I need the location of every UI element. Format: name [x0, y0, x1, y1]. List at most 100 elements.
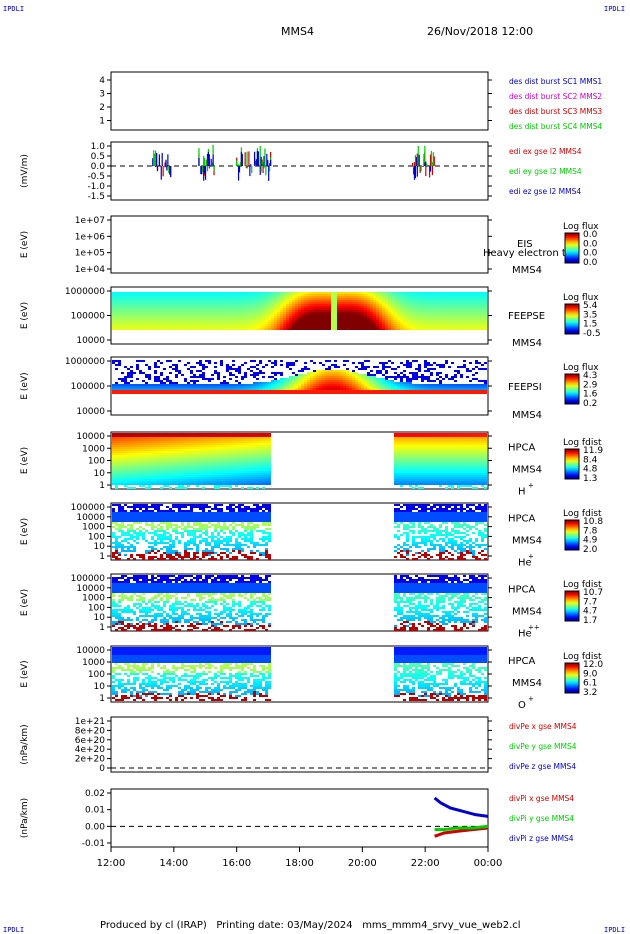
divpi-ytick-label: 0.00: [85, 822, 105, 832]
divpi-series-2: [433, 796, 489, 818]
hpca-he2-colorbar-title: Log fdist: [563, 580, 602, 590]
hpca-he1-spectrogram: [112, 504, 487, 560]
corner-mark-top-right: IPDLI: [604, 5, 626, 13]
x-axis-tick-label: 18:00: [285, 858, 314, 869]
hpca-he1-colorbar: [564, 519, 580, 551]
hpca-he2-species-label: He: [518, 629, 532, 640]
edi-ylabel: (mV/m): [20, 154, 30, 188]
hpca-o-species-label: O: [518, 700, 526, 711]
divpi-series-1: [434, 824, 489, 832]
eis-colorbar-tick: 0.0: [583, 258, 598, 268]
hpca-he2-colorbar-tick: 1.7: [583, 616, 597, 626]
hpca-h-colorbar-tick: 8.4: [583, 455, 598, 465]
hpca-he2-ytick-label: 1: [99, 623, 105, 633]
hpca-he2-ylabel: E (eV): [20, 589, 30, 616]
hpca-he1-colorbar-tick: 7.8: [583, 526, 598, 536]
hpca-he1-ylabel: E (eV): [20, 518, 30, 545]
hpca-h-colorbar-title: Log fdist: [563, 438, 602, 448]
hpca-o-ylabel: E (eV): [20, 660, 30, 687]
feeps-e-colorbar-tick: 1.5: [583, 320, 597, 330]
hpca-he1-species-label: He: [518, 558, 532, 569]
eis-ytick-label: 1e+06: [75, 232, 106, 242]
edi-ytick-label: 1.0: [91, 142, 106, 152]
hpca-o-ytick-label: 1000: [82, 658, 105, 668]
divpe-ylabel: (nPa/km): [20, 724, 30, 764]
feeps-e-colorbar-tick: -0.5: [583, 329, 601, 339]
hpca-h-ytick-label: 1000: [82, 444, 105, 454]
hpca-h-colorbar-tick: 4.8: [583, 465, 598, 475]
divpe-ytick-label: 2e+20: [75, 755, 106, 765]
footer-credit: Produced by cl (IRAP) Printing date: 03/…: [100, 920, 521, 931]
divpe-ytick-label: 0: [99, 764, 105, 774]
des-dist-burst-frame: [110, 71, 489, 131]
hpca-o-charge-label: +: [528, 695, 534, 703]
des-dist-burst-legend-entry: des dist burst SC1 MMS1: [509, 77, 602, 86]
divpi-legend-entry: divPi x gse MMS4: [509, 794, 574, 803]
edi-legend-entry: edi ex gse l2 MMS4: [509, 147, 582, 156]
edi-ytick-label: 0.5: [91, 152, 105, 162]
divpe-ytick-label: 1e+21: [75, 717, 105, 727]
spacecraft-title: MMS4: [281, 25, 314, 38]
edi-ytick-label: -1.0: [87, 182, 105, 192]
des-dist-burst-ytick-label: 2: [99, 103, 105, 113]
hpca-he2-spectrogram: [112, 575, 487, 631]
feeps-e-ytick-label: 1000000: [65, 287, 105, 297]
x-axis-tick-label: 14:00: [159, 858, 188, 869]
feeps-i-ytick-label: 100000: [71, 382, 106, 392]
feeps-i-spectrogram: [112, 360, 487, 394]
feeps-i-colorbar-tick: 0.2: [583, 399, 597, 409]
feeps-i-colorbar-tick: 4.3: [583, 371, 597, 381]
eis-ytick-label: 1e+05: [75, 249, 105, 259]
divpe-legend-entry: divPe x gse MMS4: [509, 722, 577, 731]
hpca-he1-ytick-label: 1: [99, 552, 105, 562]
divpe-legend-entry: divPe y gse MMS4: [509, 742, 577, 751]
eis-colorbar-tick: 0.0: [583, 249, 598, 259]
edi-ytick-label: -1.5: [87, 192, 105, 202]
hpca-he2-colorbar-tick: 4.7: [583, 607, 597, 617]
hpca-o-ytick-label: 100: [88, 670, 105, 680]
eis-colorbar-tick: 0.0: [583, 230, 598, 240]
hpca-he2-ytick-label: 100: [88, 603, 105, 613]
feeps-i-ytick-label: 10000: [76, 407, 105, 417]
x-axis-tick-label: 22:00: [411, 858, 440, 869]
feeps-e-ytick-label: 100000: [71, 312, 106, 322]
hpca-he2-spacecraft-label: MMS4: [512, 607, 542, 618]
edi-legend-entry: edi ey gse l2 MMS4: [509, 167, 582, 176]
eis-colorbar-tick: 0.0: [583, 239, 598, 249]
divpe-ytick-label: 8e+20: [75, 726, 106, 736]
hpca-h-colorbar-tick: 1.3: [583, 474, 597, 484]
hpca-o-colorbar-tick: 6.1: [583, 679, 597, 689]
plot-datetime: 26/Nov/2018 12:00: [427, 25, 534, 38]
hpca-he2-ytick-label: 1000: [82, 594, 105, 604]
hpca-he1-ytick-label: 100: [88, 532, 105, 542]
divpi-ytick-label: 0.01: [85, 806, 105, 816]
feeps-e-ylabel: E (eV): [20, 302, 30, 329]
hpca-he1-ytick-label: 1000: [82, 523, 105, 533]
x-axis-tick-label: 20:00: [348, 858, 377, 869]
x-axis-tick-label: 16:00: [222, 858, 251, 869]
hpca-he2-instrument-label: HPCA: [508, 585, 536, 596]
divpe-ytick-label: 6e+20: [75, 736, 106, 746]
feeps-i-colorbar: [564, 373, 580, 405]
hpca-he2-frame: [110, 573, 489, 632]
eis-ytick-label: 1e+07: [75, 216, 105, 226]
des-dist-burst-ytick-label: 1: [99, 117, 105, 127]
hpca-o-colorbar-tick: 9.0: [583, 669, 598, 679]
feeps-e-spectrogram: [112, 292, 487, 330]
hpca-o-ytick-label: 10: [94, 682, 106, 692]
feeps-e-spacecraft-label: MMS4: [512, 338, 542, 349]
hpca-h-ytick-label: 1: [99, 481, 105, 491]
hpca-he2-ytick-label: 10: [94, 613, 106, 623]
hpca-h-instrument-label: HPCA: [508, 443, 536, 454]
hpca-h-ytick-label: 10: [94, 469, 106, 479]
hpca-h-species-label: H: [518, 487, 526, 498]
hpca-he2-ytick-label: 100000: [71, 574, 106, 584]
divpi-legend-entry: divPi y gse MMS4: [509, 814, 574, 823]
edi-data: [151, 144, 435, 181]
corner-mark-bottom-left: IPDLI: [3, 926, 25, 934]
eis-colorbar: [564, 232, 580, 264]
corner-mark-bottom-right: IPDLI: [604, 926, 626, 934]
hpca-h-colorbar: [564, 448, 580, 480]
hpca-o-colorbar-tick: 3.2: [583, 688, 597, 698]
